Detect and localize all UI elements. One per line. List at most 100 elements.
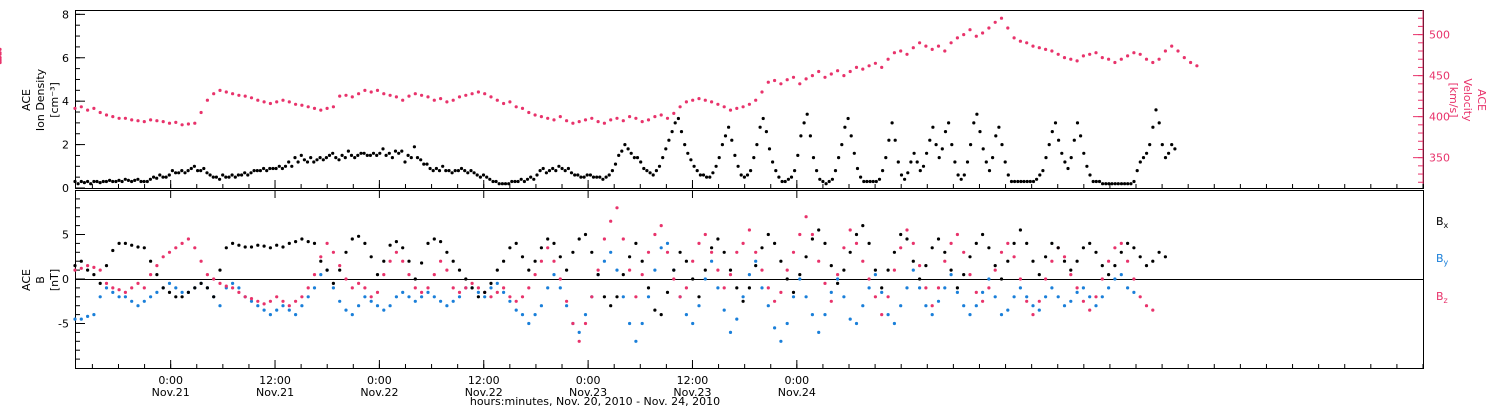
by-point [432,295,436,299]
by-point [899,304,903,308]
by-point [1100,295,1104,299]
density-point [488,177,492,181]
density-point [425,162,429,166]
by-point [92,313,96,317]
density-point [739,173,743,177]
bx-point [344,250,348,254]
density-point [104,179,108,184]
density-point [208,173,212,177]
density-point [136,177,140,181]
x-tick-date-label: Nov.21 [152,386,190,399]
bx-point [375,273,380,277]
density-point [318,156,322,160]
bx-point [331,281,335,285]
velocity-point [218,88,222,92]
bx-point [92,273,96,277]
x-tick-time-label: 0:00 [576,374,601,387]
velocity-point [1195,64,1199,68]
density-point [397,151,401,155]
density-point [978,130,982,134]
velocity-point [899,49,903,53]
by-point [741,295,745,299]
bx-point [962,273,966,277]
velocity-point [86,108,90,112]
density-point [903,177,907,181]
bz-point [703,232,707,237]
bz-point [1075,286,1079,290]
velocity-point [1069,57,1073,61]
density-point [120,179,124,184]
bz-point [798,232,802,237]
velocity-point [73,106,77,110]
by-point [495,281,499,285]
density-point [510,179,514,184]
velocity-point [483,92,487,96]
velocity-point [615,116,619,120]
bx-point [407,259,411,263]
bz-point [1113,246,1117,250]
by-point [602,259,607,263]
bx-point [899,232,903,237]
by-point [1062,304,1067,308]
bz-point [672,277,676,281]
bx-point [262,244,266,248]
density-point [711,171,715,175]
bx-point [634,241,638,245]
velocity-point [495,98,499,102]
bz-point [848,228,852,232]
density-point [1151,125,1155,129]
velocity-point [117,116,121,120]
by-point [350,313,354,317]
bz-point [962,250,966,254]
velocity-point [325,106,329,110]
density-point [101,179,105,184]
velocity-point [678,105,682,109]
bx-point [747,286,752,290]
bz-point [861,259,865,263]
bz-point [149,273,153,277]
density-point [937,156,941,160]
bx-point [130,243,134,247]
density-point [196,169,200,173]
bx-point [760,246,764,250]
velocity-point [350,95,354,99]
density-point [953,160,957,164]
density-point [519,177,523,181]
by-point [943,286,947,290]
by-point [445,304,449,308]
bx-point [665,290,670,294]
density-tick-label: 0 [62,182,69,195]
bx-point [791,290,796,294]
bx-point [155,273,159,277]
bx-point [1132,246,1136,250]
by-point [86,314,90,318]
bz-point [905,228,909,232]
bx-point [1062,259,1067,263]
density-point [86,179,90,184]
bx-point [1037,273,1041,277]
velocity-point [1107,57,1111,61]
bz-point [136,281,140,285]
density-point [664,147,668,151]
density-point [415,156,420,160]
bx-point [981,232,985,237]
density-point [158,173,162,177]
bz-point [1069,273,1073,277]
density-point [906,171,910,175]
bx-point [1012,241,1016,245]
velocity-point [231,92,235,96]
density-point [833,169,838,173]
density-point [1082,151,1086,155]
bx-point [609,304,613,308]
velocity-point [0,52,2,56]
density-point [472,171,476,175]
by-point [312,286,317,290]
velocity-point [1031,44,1035,48]
velocity-point [1144,57,1149,61]
density-point [268,166,272,171]
velocity-point [388,93,392,97]
bx-point [911,259,915,263]
bx-point [420,261,424,265]
velocity-point [0,56,2,60]
by-point [810,313,815,317]
